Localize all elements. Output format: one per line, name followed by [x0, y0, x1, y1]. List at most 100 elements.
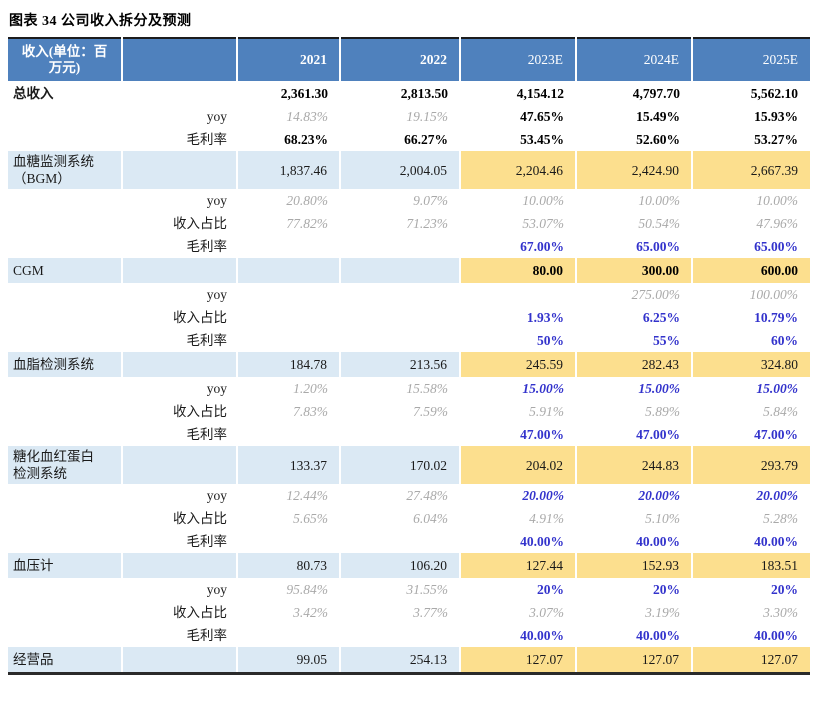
value-cell: 47.96% [756, 216, 798, 231]
metric-label-cell: 收入占比 [173, 511, 227, 526]
value-cell: 77.82% [286, 216, 328, 231]
section-row: 经营品 99.05 254.13 127.07 127.07 127.07 [8, 647, 810, 674]
metric-row: 收入占比 1.93% 6.25% 10.79% [8, 306, 810, 329]
metric-row: 收入占比 7.83% 7.59% 5.91% 5.89% 5.84% [8, 400, 810, 423]
metric-row: 收入占比 5.65% 6.04% 4.91% 5.10% 5.28% [8, 507, 810, 530]
value-cell: 127.07 [460, 647, 577, 674]
metric-label-cell: 收入占比 [173, 310, 227, 325]
row-label-cell [8, 306, 122, 329]
metric-label-cell: 收入占比 [173, 404, 227, 419]
metric-row: 收入占比 77.82% 71.23% 53.07% 50.54% 47.96% [8, 212, 810, 235]
metric-row: 毛利率 68.23% 66.27% 53.45% 52.60% 53.27% [8, 128, 810, 151]
value-cell: 170.02 [340, 446, 461, 484]
metric-label-cell [122, 553, 238, 578]
value-cell: 27.48% [406, 488, 448, 503]
value-cell: 15.49% [636, 109, 680, 124]
value-cell: 31.55% [406, 582, 448, 597]
value-cell: 7.83% [293, 404, 328, 419]
row-label-cell [8, 212, 122, 235]
col-header-unit: 收入(单位：百 万元) [8, 38, 123, 81]
row-label-cell [8, 530, 122, 553]
metric-row: yoy 1.20% 15.58% 15.00% 15.00% 15.00% [8, 377, 810, 400]
value-cell: 67.00% [520, 239, 564, 254]
value-cell: 20% [771, 582, 798, 597]
value-cell [237, 329, 340, 352]
metric-row: yoy 95.84% 31.55% 20% 20% 20% [8, 578, 810, 601]
value-cell: 40.00% [636, 628, 680, 643]
value-cell [460, 283, 576, 306]
metric-row: 毛利率 47.00% 47.00% 47.00% [8, 423, 810, 446]
col-header-2023e: 2023E [460, 38, 577, 81]
value-cell: 15.00% [756, 381, 798, 396]
metric-label-cell [122, 446, 238, 484]
value-cell: 3.19% [645, 605, 680, 620]
value-cell [237, 530, 340, 553]
value-cell [237, 283, 340, 306]
value-cell: 47.00% [636, 427, 680, 442]
row-label-cell: 糖化血红蛋白 检测系统 [8, 446, 123, 484]
value-cell: 3.30% [763, 605, 798, 620]
metric-label-cell: yoy [206, 287, 227, 302]
metric-label-cell: yoy [206, 582, 227, 597]
value-cell: 5.65% [293, 511, 328, 526]
metric-label-cell: 收入占比 [173, 605, 227, 620]
metric-row: 毛利率 40.00% 40.00% 40.00% [8, 624, 810, 647]
value-cell: 80.73 [237, 553, 341, 578]
row-label-cell [8, 624, 122, 647]
row-label-cell [8, 283, 122, 306]
section-row: CGM 80.00 300.00 600.00 [8, 258, 810, 283]
total-row: 总收入 2,361.30 2,813.50 4,154.12 4,797.70 5,562… [8, 81, 810, 105]
value-cell: 5.10% [645, 511, 680, 526]
row-label-cell [8, 128, 122, 151]
value-cell: 600.00 [692, 258, 810, 283]
value-cell: 50.54% [638, 216, 680, 231]
metric-label-cell: 毛利率 [186, 427, 228, 442]
value-cell: 68.23% [284, 132, 328, 147]
value-cell: 40.00% [754, 628, 798, 643]
row-label-cell [8, 105, 122, 128]
header-row: 收入(单位：百 万元) 2021 2022 2023E 2024E 2025E [8, 38, 810, 81]
value-cell: 2,004.05 [340, 151, 461, 189]
value-cell: 65.00% [636, 239, 680, 254]
value-cell: 5.28% [763, 511, 798, 526]
value-cell [237, 258, 341, 283]
value-cell: 183.51 [692, 553, 810, 578]
row-label-cell [8, 329, 122, 352]
value-cell: 71.23% [406, 216, 448, 231]
value-cell: 254.13 [340, 647, 461, 674]
metric-row: 毛利率 40.00% 40.00% 40.00% [8, 530, 810, 553]
value-cell [237, 306, 340, 329]
value-cell [237, 423, 340, 446]
value-cell [340, 423, 460, 446]
value-cell: 2,424.90 [576, 151, 693, 189]
metric-row: 毛利率 67.00% 65.00% 65.00% [8, 235, 810, 258]
value-cell: 20% [537, 582, 564, 597]
value-cell: 20.00% [756, 488, 798, 503]
value-cell: 3.42% [293, 605, 328, 620]
value-cell: 133.37 [237, 446, 341, 484]
metric-label-cell: 毛利率 [186, 534, 228, 549]
value-cell: 47.65% [520, 109, 564, 124]
value-cell [340, 624, 460, 647]
value-cell: 66.27% [404, 132, 448, 147]
value-cell: 20.80% [286, 193, 328, 208]
row-label-cell [8, 578, 122, 601]
value-cell: 53.27% [754, 132, 798, 147]
value-cell [340, 530, 460, 553]
value-cell: 15.58% [406, 381, 448, 396]
value-cell: 184.78 [237, 352, 341, 377]
value-cell: 2,204.46 [460, 151, 577, 189]
value-cell [340, 329, 460, 352]
value-cell: 244.83 [576, 446, 693, 484]
value-cell: 55% [653, 333, 680, 348]
metric-label-cell [122, 151, 238, 189]
value-cell: 1,837.46 [237, 151, 341, 189]
value-cell: 10.00% [638, 193, 680, 208]
row-label-cell: 血压计 [8, 553, 123, 578]
figure-title: 图表 34 公司收入拆分及预测 [9, 14, 192, 29]
value-cell: 10.00% [756, 193, 798, 208]
value-cell [340, 258, 461, 283]
col-header-blank [122, 38, 238, 81]
value-cell: 5.91% [529, 404, 564, 419]
value-cell: 3.07% [529, 605, 564, 620]
